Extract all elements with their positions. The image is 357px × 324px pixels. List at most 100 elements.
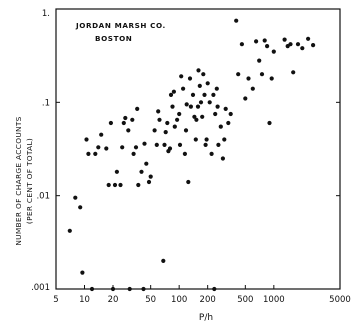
- data-point: [177, 142, 183, 147]
- data-point: [190, 92, 196, 97]
- data-point: [112, 182, 118, 188]
- data-point: [211, 92, 216, 97]
- data-point: [154, 142, 159, 147]
- x-tick-label: 5000: [329, 295, 351, 305]
- data-point: [216, 142, 221, 147]
- data-point: [205, 81, 210, 86]
- chart-subtitle: BOSTON: [95, 34, 132, 43]
- data-point: [269, 76, 274, 81]
- data-point: [162, 142, 167, 147]
- data-point: [78, 205, 83, 210]
- data-point: [161, 258, 166, 263]
- data-point: [183, 128, 189, 133]
- data-point: [198, 100, 204, 105]
- data-point: [120, 145, 125, 150]
- plot-frame: [55, 8, 341, 290]
- data-point: [108, 120, 113, 126]
- data-point: [222, 137, 227, 142]
- x-axis-title: P/h: [199, 313, 213, 323]
- data-point: [146, 179, 152, 185]
- data-point: [157, 117, 162, 122]
- data-point: [184, 102, 189, 107]
- data-point: [207, 100, 212, 105]
- x-tick-label: 20: [108, 295, 119, 305]
- data-point: [136, 182, 141, 188]
- data-point: [306, 36, 311, 41]
- data-point: [234, 18, 239, 23]
- data-point: [170, 104, 175, 109]
- x-tick-label: 10: [79, 295, 90, 305]
- y-tick-label: .01: [36, 192, 50, 202]
- x-tick-label: 500: [237, 295, 253, 305]
- data-point: [192, 114, 197, 119]
- data-point: [99, 132, 104, 137]
- data-point: [271, 49, 276, 54]
- data-point: [84, 137, 89, 142]
- data-point: [259, 72, 265, 77]
- data-point: [171, 89, 176, 94]
- data-point: [177, 111, 182, 117]
- data-point: [139, 169, 144, 174]
- data-point: [194, 117, 199, 122]
- x-tick-label: 5: [53, 295, 58, 305]
- y-axis-title-line1: NUMBER OF CHARGE ACCOUNTS: [14, 116, 23, 245]
- data-point: [135, 106, 140, 111]
- data-point: [118, 182, 123, 188]
- data-point: [228, 111, 233, 117]
- data-point: [163, 130, 168, 135]
- data-point: [93, 151, 98, 156]
- data-point: [204, 137, 209, 142]
- data-point: [226, 120, 231, 126]
- data-point: [311, 43, 316, 48]
- data-point: [239, 42, 244, 47]
- data-point: [254, 39, 259, 44]
- data-point: [295, 42, 301, 47]
- data-point: [196, 68, 201, 73]
- data-point: [142, 141, 147, 146]
- data-point: [267, 120, 272, 126]
- y-axis-title-line2: (PER CENT OF TOTAL): [25, 138, 34, 224]
- data-point: [262, 38, 267, 43]
- x-tick-label: 100: [171, 295, 187, 305]
- data-point: [200, 114, 205, 119]
- data-point: [265, 44, 270, 49]
- data-point: [121, 120, 126, 126]
- data-point: [86, 151, 91, 156]
- data-point: [212, 286, 217, 292]
- x-tick-label: 1000: [263, 295, 285, 305]
- data-point: [165, 120, 170, 126]
- data-point: [236, 72, 241, 77]
- data-point: [201, 72, 206, 77]
- data-point: [80, 270, 85, 275]
- y-tick-label: 1.: [42, 9, 50, 19]
- data-point: [179, 74, 184, 79]
- data-point: [168, 92, 174, 97]
- data-point: [193, 137, 198, 142]
- data-point: [67, 228, 72, 233]
- data-point: [131, 151, 136, 156]
- data-point: [203, 142, 208, 147]
- data-point: [215, 104, 220, 109]
- data-point: [172, 124, 177, 129]
- data-point: [123, 115, 128, 121]
- data-point: [156, 109, 161, 114]
- data-point: [246, 76, 251, 81]
- data-point: [288, 42, 293, 47]
- data-point: [213, 111, 218, 117]
- chart-title: JORDAN MARSH CO.: [75, 21, 166, 30]
- data-point: [186, 179, 191, 185]
- data-point: [126, 128, 131, 133]
- data-point: [182, 151, 187, 156]
- data-point: [220, 156, 225, 161]
- data-point: [181, 86, 186, 91]
- data-point: [148, 174, 153, 179]
- data-point: [133, 145, 139, 150]
- data-point: [202, 92, 207, 97]
- data-point: [300, 46, 305, 51]
- data-point: [291, 70, 296, 75]
- y-tick-label: .1: [42, 98, 50, 108]
- data-point: [73, 195, 78, 200]
- data-point: [175, 117, 180, 122]
- data-point: [188, 104, 193, 109]
